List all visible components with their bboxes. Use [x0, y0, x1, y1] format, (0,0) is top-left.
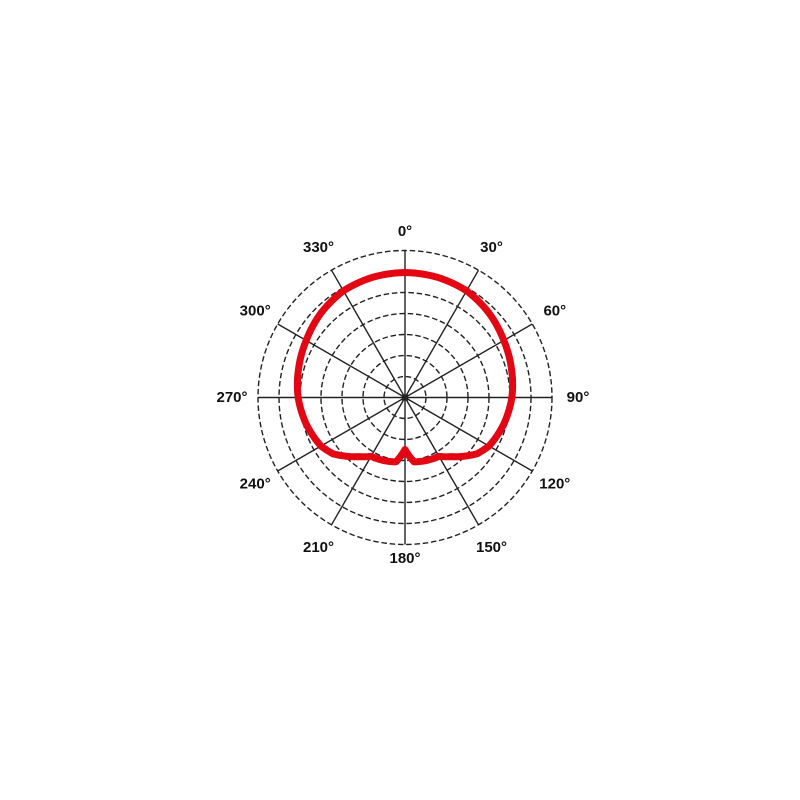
polar-grid-spoke: [404, 397, 480, 526]
polar-grid-spoke: [277, 323, 406, 399]
polar-grid-spoke: [404, 323, 533, 399]
polar-grid-spoke: [277, 396, 406, 472]
angle-label: 210°: [303, 539, 334, 556]
angle-label: 330°: [303, 239, 334, 256]
angle-label: 180°: [389, 550, 420, 567]
angle-label: 0°: [398, 223, 412, 240]
angle-label: 240°: [240, 476, 271, 493]
angle-label: 270°: [216, 389, 247, 406]
polar-grid-spoke: [404, 396, 533, 472]
angle-label: 90°: [567, 389, 590, 406]
angle-label: 300°: [240, 303, 271, 320]
pattern-curve: [293, 269, 517, 466]
polar-grid-spoke: [330, 397, 406, 526]
angle-label: 150°: [476, 539, 507, 556]
angle-label: 120°: [539, 476, 570, 493]
angle-label: 60°: [543, 303, 566, 320]
angle-label: 30°: [480, 239, 503, 256]
center-hub: [402, 394, 408, 401]
